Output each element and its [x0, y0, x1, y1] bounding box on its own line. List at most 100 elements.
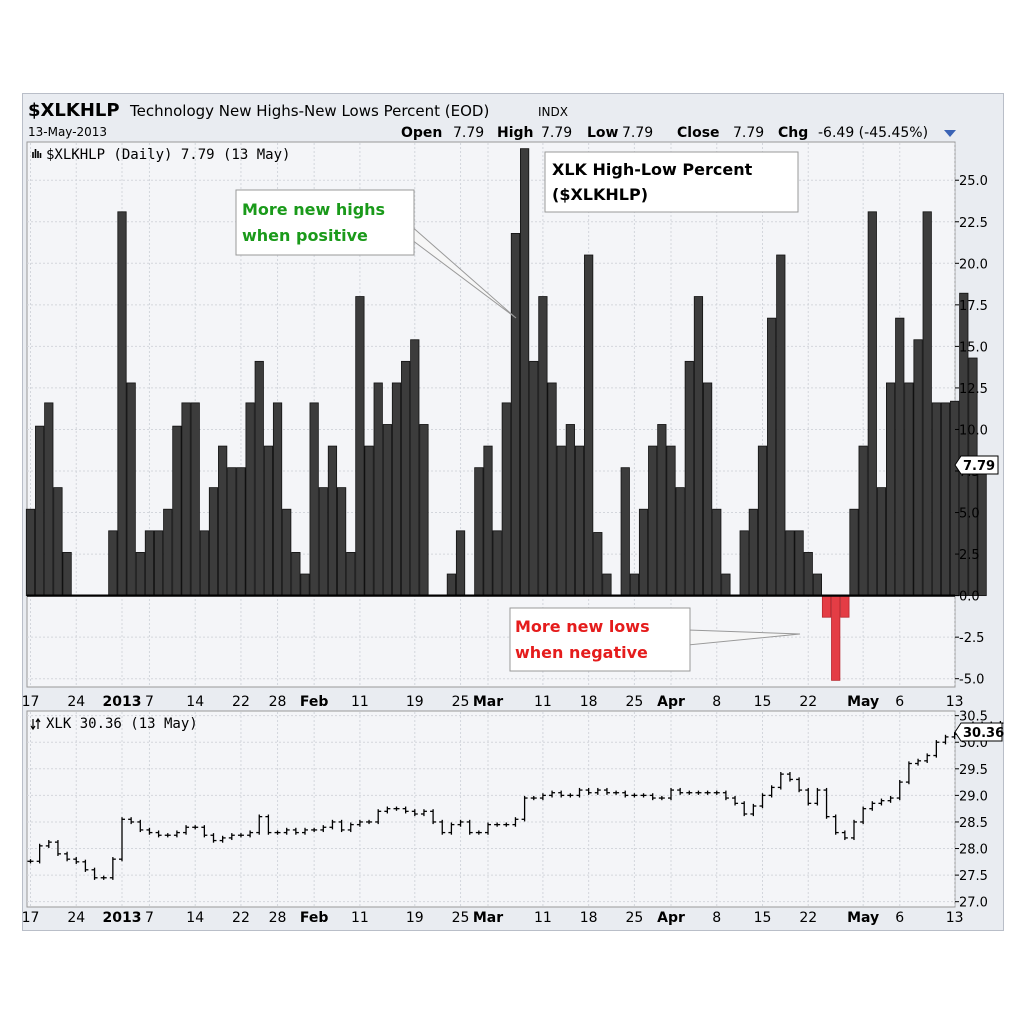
hlp-bar-positive	[739, 530, 749, 597]
hlp-bar-positive	[282, 508, 292, 597]
hlp-bar-positive	[474, 467, 484, 597]
top-x-tick-label: Mar	[473, 694, 503, 710]
title-annotation-line1: XLK High-Low Percent	[552, 160, 753, 179]
bottom-x-tick-label: Feb	[300, 910, 329, 926]
top-current-value-flag	[954, 455, 999, 475]
hlp-bar-positive	[382, 424, 392, 597]
hlp-bar-positive	[53, 487, 63, 597]
top-y-tick-label: 25.0	[959, 174, 988, 189]
bottom-x-tick-label: 19	[406, 910, 424, 926]
low-label: Low	[587, 125, 619, 141]
hlp-bar-positive	[703, 382, 713, 597]
title-annotation-box	[544, 151, 799, 213]
hlp-bar-positive	[565, 424, 575, 597]
hlp-bar-positive	[163, 508, 173, 597]
chg-value: -6.49 (-45.45%)	[818, 125, 928, 141]
top-x-tick-label: 24	[67, 694, 85, 710]
hlp-bar-positive	[373, 382, 383, 597]
highs-annotation-line1: More new highs	[242, 200, 385, 219]
hlp-bar-positive	[236, 467, 246, 597]
hlp-bar-positive	[510, 232, 521, 597]
hlp-bar-positive	[657, 424, 667, 597]
bottom-x-tick-label: May	[847, 910, 879, 926]
bottom-legend: XLK 30.36 (13 May)	[46, 716, 198, 732]
top-x-tick-label: 18	[580, 694, 598, 710]
bottom-x-tick-label: 28	[269, 910, 287, 926]
hlp-bar-positive	[35, 425, 45, 597]
open-value: 7.79	[453, 125, 484, 141]
top-current-value: 7.79	[963, 459, 995, 474]
hlp-bar-positive	[218, 445, 228, 597]
hlp-bar-positive	[153, 530, 164, 597]
highs-annotation-box	[235, 189, 415, 256]
chevron-down-icon[interactable]	[944, 130, 956, 137]
hlp-bar-positive	[25, 508, 36, 597]
symbol-title: $XLKHLP	[28, 100, 120, 121]
bottom-y-tick-label: 28.5	[959, 816, 988, 831]
hlp-bar-positive	[638, 508, 649, 597]
hlp-bar-positive	[291, 552, 301, 597]
top-y-axis: 25.022.520.017.515.012.510.07.55.02.50.0…	[955, 174, 988, 688]
hlp-bar-positive	[904, 382, 914, 597]
top-x-tick-label: 17	[22, 694, 40, 710]
hlp-bars	[25, 148, 987, 681]
high-value: 7.79	[541, 125, 572, 141]
hlp-bar-positive	[950, 400, 960, 597]
bottom-y-tick-label: 27.0	[959, 896, 988, 911]
hlp-bar-negative	[831, 595, 841, 681]
title-annotation-line2: ($XLKHLP)	[552, 185, 648, 204]
hlp-bar-positive	[712, 508, 722, 597]
bottom-y-tick-label: 29.0	[959, 789, 988, 804]
hlp-bar-positive	[227, 467, 237, 597]
hlp-bar-positive	[44, 402, 54, 597]
bottom-x-tick-label: 11	[534, 910, 552, 926]
top-x-tick-label: 22	[232, 694, 250, 710]
hlp-bar-positive	[327, 445, 338, 597]
bottom-x-tick-label: 14	[186, 910, 204, 926]
hlp-bar-positive	[895, 317, 905, 597]
hlp-bar-negative	[821, 595, 832, 618]
top-x-tick-label: 7	[145, 694, 154, 710]
hlp-bar-positive	[181, 402, 191, 597]
top-y-tick-label: 12.5	[959, 382, 988, 397]
hlp-bar-positive	[419, 424, 429, 597]
hlp-bar-positive	[199, 530, 209, 597]
xlk-price-series	[27, 720, 1004, 880]
hlp-bar-positive	[876, 487, 887, 597]
hlp-bar-positive	[135, 552, 145, 597]
bottom-x-tick-label: Mar	[473, 910, 503, 926]
bottom-x-tick-label: 25	[452, 910, 470, 926]
hlp-bar-positive	[263, 445, 274, 597]
bottom-x-tick-label: 22	[799, 910, 817, 926]
high-label: High	[497, 125, 534, 141]
hlp-bar-positive	[272, 402, 283, 597]
lows-annotation-line1: More new lows	[515, 617, 650, 636]
top-y-tick-label: 17.5	[959, 299, 988, 314]
bottom-current-value: 30.36	[963, 726, 1004, 741]
hlp-bar-positive	[858, 445, 868, 597]
hlp-bar-positive	[309, 402, 319, 597]
hlp-bar-positive	[940, 402, 951, 597]
hlp-bar-positive	[913, 339, 923, 597]
bar-chart-icon-glyph	[32, 149, 42, 158]
top-x-tick-label: 22	[799, 694, 817, 710]
top-x-axis: 17 24 2013 7 14 22 28 Feb 11 19 25 Mar 11 18 25 Apr 8 15 2…	[22, 694, 964, 710]
hlp-bar-positive	[300, 573, 310, 597]
hlp-bar-positive	[208, 487, 219, 597]
top-panel	[26, 141, 956, 688]
bottom-x-tick-label: 6	[895, 910, 904, 926]
top-x-tick-label: 11	[351, 694, 369, 710]
top-y-tick-label: -5.0	[959, 673, 984, 688]
bottom-x-tick-label: 8	[712, 910, 721, 926]
hlp-bar-positive	[108, 530, 118, 597]
hlp-bar-positive	[254, 360, 264, 597]
hlp-bar-positive	[455, 530, 466, 597]
hlp-bar-positive	[245, 402, 255, 597]
hlp-bar-positive	[410, 339, 420, 597]
hlp-bar-positive	[931, 402, 941, 597]
top-x-tick-label: 8	[712, 694, 721, 710]
hlp-bar-positive	[886, 382, 896, 597]
bottom-panel	[26, 710, 956, 908]
hlp-bar-positive	[401, 360, 411, 597]
